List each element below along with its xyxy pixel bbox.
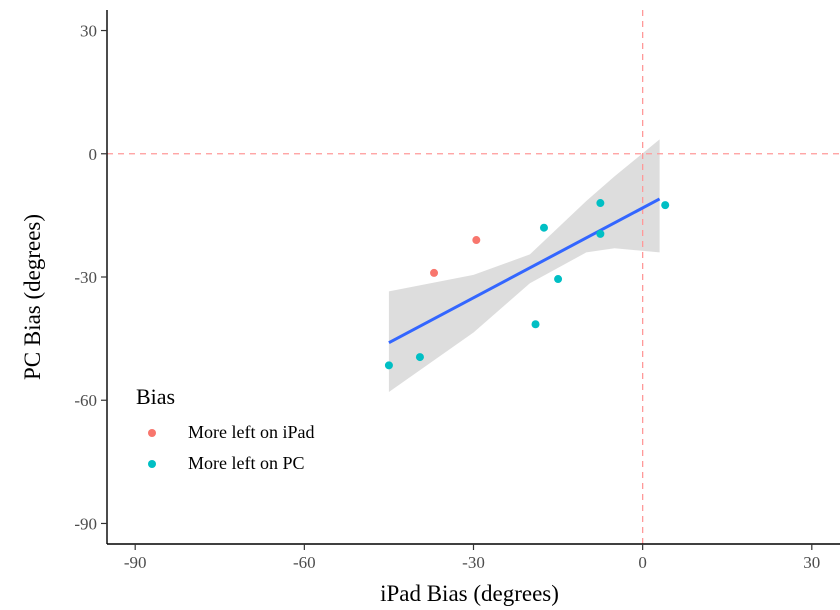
y-tick-label: 30 xyxy=(80,22,97,41)
point-more-left-ipad xyxy=(430,268,439,277)
regression-line xyxy=(388,197,661,345)
point-more-left-pc xyxy=(596,199,605,208)
legend-title: Bias xyxy=(136,384,175,409)
point-more-left-pc xyxy=(596,229,605,238)
x-tick-label: -60 xyxy=(293,553,316,572)
point-more-left-pc xyxy=(539,223,548,232)
legend-label-ipad: More left on iPad xyxy=(188,422,314,442)
legend-key-pc xyxy=(148,460,156,468)
point-more-left-pc xyxy=(384,361,393,370)
y-tick-label: -60 xyxy=(74,391,97,410)
y-axis-title: PC Bias (degrees) xyxy=(20,214,45,380)
y-tick-label: -30 xyxy=(74,268,97,287)
confidence-band xyxy=(388,139,660,392)
y-tick-label: 0 xyxy=(89,145,98,164)
legend-key-ipad xyxy=(148,429,156,437)
x-tick-label: -30 xyxy=(462,553,485,572)
point-more-left-pc xyxy=(531,320,540,329)
legend-label-pc: More left on PC xyxy=(188,453,305,473)
reference-lines xyxy=(107,10,840,544)
point-more-left-pc xyxy=(554,275,563,284)
x-axis-title: iPad Bias (degrees) xyxy=(380,581,559,606)
y-tick-label: -90 xyxy=(74,514,97,533)
confidence-band-layer xyxy=(388,139,660,392)
point-more-left-pc xyxy=(661,201,670,210)
fit-line-layer xyxy=(388,197,661,345)
x-tick-label: -90 xyxy=(124,553,147,572)
x-tick-label: 30 xyxy=(803,553,820,572)
axes: -90 -60 -30 0 30 30 0 -30 -60 -90 iPad Bias (degre… xyxy=(20,10,840,606)
x-tick-label: 0 xyxy=(638,553,647,572)
data-points xyxy=(384,199,670,370)
point-more-left-ipad xyxy=(472,236,481,245)
point-more-left-pc xyxy=(415,353,424,362)
legend: Bias More left on iPad More left on PC xyxy=(136,384,314,473)
